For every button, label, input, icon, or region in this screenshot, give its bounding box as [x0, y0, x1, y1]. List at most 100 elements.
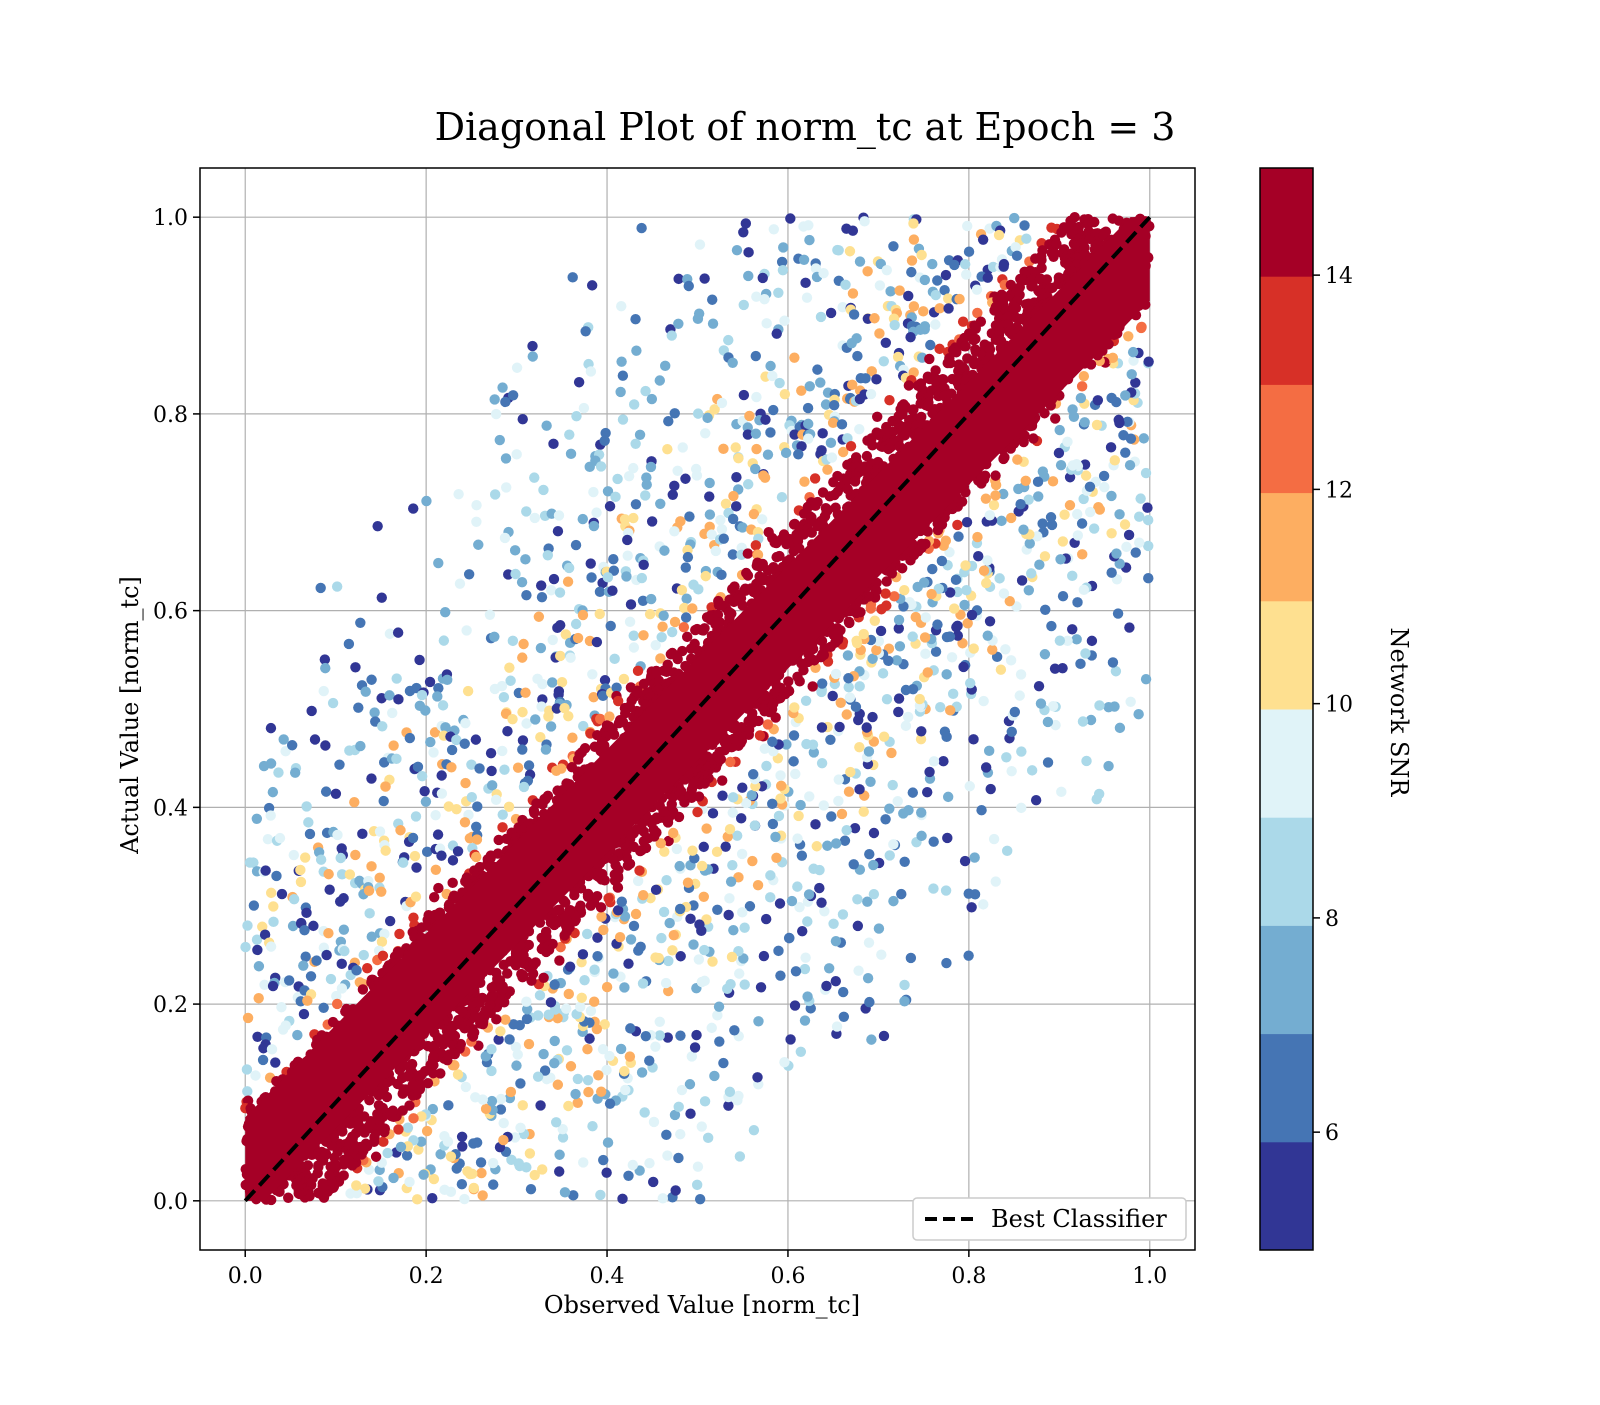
scatter-point [498, 809, 508, 819]
scatter-point [410, 851, 420, 861]
scatter-point [1043, 717, 1053, 727]
scatter-point [803, 419, 813, 429]
scatter-point [826, 308, 836, 318]
scatter-point [1079, 585, 1089, 595]
scatter-point [751, 540, 761, 550]
scatter-point [486, 748, 496, 758]
scatter-point [767, 799, 777, 809]
scatter-point [667, 627, 677, 637]
scatter-point [885, 286, 895, 296]
scatter-point [601, 1168, 611, 1178]
scatter-point [989, 500, 999, 510]
scatter-point [943, 792, 953, 802]
scatter-point [827, 691, 837, 701]
scatter-point [623, 1171, 633, 1181]
scatter-point [615, 387, 625, 397]
scatter-point [1143, 541, 1153, 551]
scatter-point [920, 632, 930, 642]
scatter-point [684, 511, 694, 521]
scatter-point [1134, 512, 1144, 522]
scatter-point [579, 403, 589, 413]
scatter-point [699, 273, 709, 283]
scatter-point [849, 859, 859, 869]
scatter-point [349, 797, 359, 807]
scatter-point [826, 811, 836, 821]
scatter-point [790, 1000, 800, 1010]
scatter-point [515, 1123, 525, 1133]
scatter-point [289, 850, 299, 860]
scatter-point [843, 673, 853, 683]
scatter-point [785, 213, 795, 223]
scatter-point [723, 335, 733, 345]
scatter-point [949, 603, 959, 613]
scatter-point [901, 721, 911, 731]
scatter-point [661, 1130, 671, 1140]
scatter-point [802, 293, 812, 303]
scatter-point [591, 507, 601, 517]
scatter-point [752, 1072, 762, 1082]
scatter-point [334, 759, 344, 769]
scatter-point [651, 640, 661, 650]
scatter-point [537, 799, 547, 809]
scatter-point [507, 714, 517, 724]
scatter-point [1079, 371, 1089, 381]
scatter-point [323, 869, 333, 879]
scatter-point [518, 735, 528, 745]
scatter-point [1012, 251, 1022, 261]
scatter-point [888, 241, 898, 251]
scatter-point [701, 571, 711, 581]
scatter-point [631, 345, 641, 355]
scatter-point [366, 773, 376, 783]
scatter-point [369, 707, 379, 717]
scatter-point [640, 490, 650, 500]
scatter-point [448, 855, 458, 865]
scatter-point [932, 275, 942, 285]
scatter-point [789, 352, 799, 362]
scatter-point [393, 1124, 403, 1134]
scatter-point [727, 952, 737, 962]
scatter-point [1037, 518, 1047, 528]
scatter-point [486, 1066, 496, 1076]
scatter-point [831, 838, 841, 848]
scatter-point [1075, 659, 1085, 669]
scatter-point [547, 677, 557, 687]
scatter-point [429, 892, 439, 902]
scatter-point [595, 587, 605, 597]
scatter-point [1021, 476, 1031, 486]
scatter-point [623, 550, 633, 560]
scatter-point [510, 545, 520, 555]
scatter-point [871, 374, 881, 384]
scatter-point [451, 804, 461, 814]
scatter-point [418, 1169, 428, 1179]
scatter-point [866, 389, 876, 399]
scatter-point [739, 300, 749, 310]
scatter-point [753, 880, 763, 890]
scatter-point [242, 1086, 252, 1096]
scatter-point [947, 652, 957, 662]
scatter-point [570, 1089, 580, 1099]
scatter-point [469, 1183, 479, 1193]
scatter-point [373, 1176, 383, 1186]
scatter-point [267, 1044, 277, 1054]
scatter-point [1099, 482, 1109, 492]
scatter-point [851, 333, 861, 343]
scatter-point [726, 876, 736, 886]
scatter-point [599, 436, 609, 446]
scatter-point [1013, 484, 1023, 494]
scatter-point [845, 692, 855, 702]
scatter-point [650, 1041, 660, 1051]
scatter-point [881, 338, 891, 348]
scatter-point [985, 510, 995, 520]
scatter-point [1048, 252, 1058, 262]
scatter-point [328, 698, 338, 708]
scatter-point [836, 698, 846, 708]
scatter-point [582, 929, 592, 939]
scatter-point [692, 470, 702, 480]
scatter-point [299, 1009, 309, 1019]
scatter-point [595, 609, 605, 619]
scatter-point [697, 861, 707, 871]
scatter-point [899, 996, 909, 1006]
scatter-point [511, 1060, 521, 1070]
scatter-point [1081, 756, 1091, 766]
scatter-point [555, 587, 565, 597]
